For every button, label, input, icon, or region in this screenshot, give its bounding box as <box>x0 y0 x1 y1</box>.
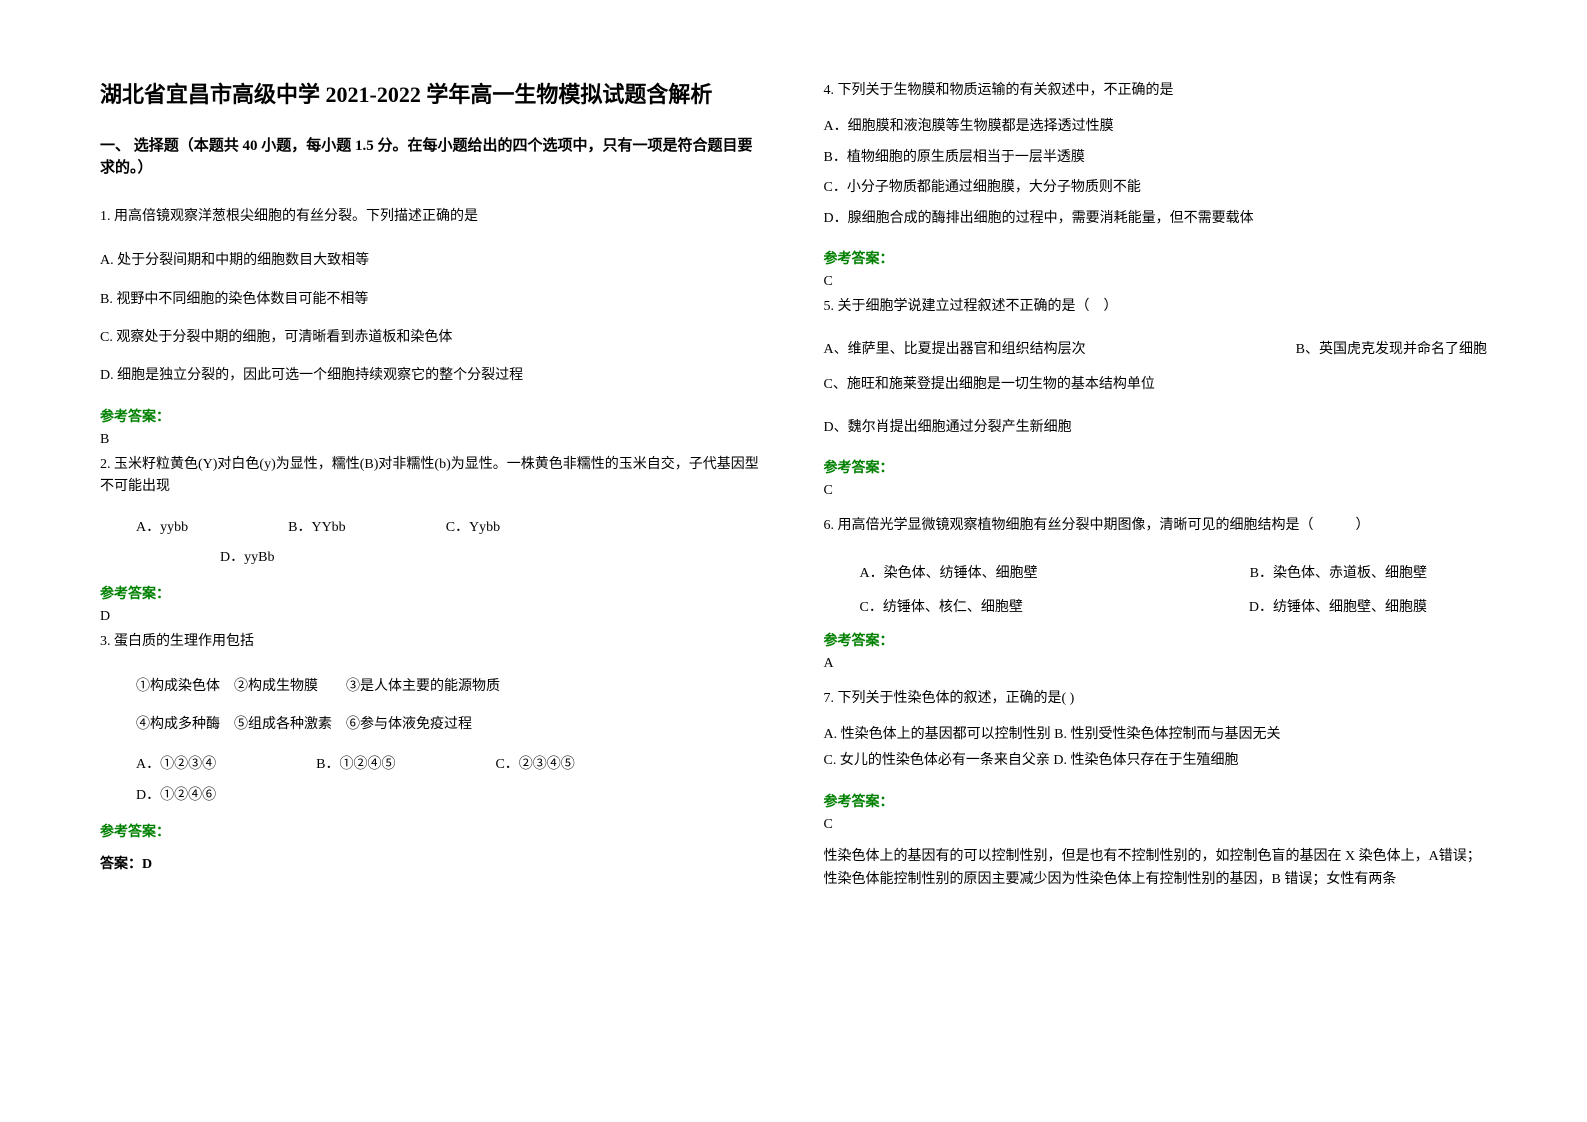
q2-answer-label: 参考答案： <box>100 583 764 603</box>
q7-answer: C <box>824 817 1488 833</box>
section-1-heading: 一、 选择题（本题共 40 小题，每小题 1.5 分。在每小题给出的四个选项中，… <box>100 135 764 180</box>
q7-explanation: 性染色体上的基因有的可以控制性别，但是也有不控制性别的，如控制色盲的基因在 X … <box>824 845 1488 893</box>
q3-options-row1: A．①②③④ B．①②④⑤ C．②③④⑤ <box>100 754 764 776</box>
q5-option-c: C、施旺和施莱登提出细胞是一切生物的基本结构单位 <box>824 374 1488 396</box>
q6-option-a: A．染色体、纺锤体、细胞壁 <box>860 562 1038 582</box>
q3-stem: 3. 蛋白质的生理作用包括 <box>100 631 764 653</box>
q2-option-c: C．Yybb <box>446 517 500 539</box>
q7-stem: 7. 下列关于性染色体的叙述，正确的是( ) <box>824 688 1488 710</box>
q5-option-a: A、维萨里、比夏提出器官和组织结构层次 <box>824 338 1086 358</box>
q1-answer-label: 参考答案： <box>100 406 764 426</box>
q6-row-ab: A．染色体、纺锤体、细胞壁 B．染色体、赤道板、细胞壁 <box>824 562 1488 582</box>
q4-option-a: A．细胞膜和液泡膜等生物膜都是选择透过性膜 <box>824 116 1488 138</box>
q6-answer-label: 参考答案： <box>824 630 1488 650</box>
q2-option-d: D．yyBb <box>220 547 274 569</box>
q3-answer: 答案：D <box>100 853 764 873</box>
q3-items-1: ①构成染色体 ②构成生物膜 ③是人体主要的能源物质 <box>100 676 764 698</box>
q3-option-a: A．①②③④ <box>136 754 216 776</box>
q3-option-d: D．①②④⑥ <box>136 785 216 807</box>
q3-items-2: ④构成多种酶 ⑤组成各种激素 ⑥参与体液免疫过程 <box>100 714 764 736</box>
q3-options-row2: D．①②④⑥ <box>100 785 764 807</box>
q2-option-a: A．yybb <box>136 517 188 539</box>
q1-option-b: B. 视野中不同细胞的染色体数目可能不相等 <box>100 289 764 311</box>
q3-answer-label: 参考答案： <box>100 821 764 841</box>
q6-row-cd: C．纺锤体、核仁、细胞壁 D．纺锤体、细胞壁、细胞膜 <box>824 596 1488 616</box>
right-column: 4. 下列关于生物膜和物质运输的有关叙述中，不正确的是 A．细胞膜和液泡膜等生物… <box>824 80 1488 1042</box>
q4-answer-label: 参考答案： <box>824 248 1488 268</box>
q2-stem: 2. 玉米籽粒黄色(Y)对白色(y)为显性，糯性(B)对非糯性(b)为显性。一株… <box>100 454 764 499</box>
q4-option-d: D．腺细胞合成的酶排出细胞的过程中，需要消耗能量，但不需要载体 <box>824 208 1488 230</box>
q1-option-c: C. 观察处于分裂中期的细胞，可清晰看到赤道板和染色体 <box>100 327 764 349</box>
q7-answer-label: 参考答案： <box>824 791 1488 811</box>
q6-answer: A <box>824 656 1488 672</box>
q2-options-row2: D．yyBb <box>100 547 764 569</box>
q2-options-row1: A．yybb B．YYbb C．Yybb <box>100 517 764 539</box>
q3-option-b: B．①②④⑤ <box>316 754 395 776</box>
q5-answer: C <box>824 483 1488 499</box>
q6-option-c: C．纺锤体、核仁、细胞壁 <box>860 596 1023 616</box>
q5-row-ab: A、维萨里、比夏提出器官和组织结构层次 B、英国虎克发现并命名了细胞 <box>824 338 1488 358</box>
q1-stem: 1. 用高倍镜观察洋葱根尖细胞的有丝分裂。下列描述正确的是 <box>100 206 764 228</box>
q1-option-d: D. 细胞是独立分裂的，因此可选一个细胞持续观察它的整个分裂过程 <box>100 365 764 387</box>
q7-option-cd: C. 女儿的性染色体必有一条来自父亲 D. 性染色体只存在于生殖细胞 <box>824 750 1488 772</box>
q4-option-c: C．小分子物质都能通过细胞膜，大分子物质则不能 <box>824 177 1488 199</box>
q7-option-ab: A. 性染色体上的基因都可以控制性别 B. 性别受性染色体控制而与基因无关 <box>824 724 1488 746</box>
document-title: 湖北省宜昌市高级中学 2021-2022 学年高一生物模拟试题含解析 <box>100 80 764 111</box>
q1-answer: B <box>100 432 764 448</box>
q6-option-b: B．染色体、赤道板、细胞壁 <box>1250 562 1427 582</box>
q5-option-b: B、英国虎克发现并命名了细胞 <box>1296 338 1487 358</box>
q4-option-b: B．植物细胞的原生质层相当于一层半透膜 <box>824 147 1488 169</box>
q5-stem: 5. 关于细胞学说建立过程叙述不正确的是（ ） <box>824 296 1488 318</box>
q5-option-d: D、魏尔肖提出细胞通过分裂产生新细胞 <box>824 417 1488 439</box>
q2-answer: D <box>100 609 764 625</box>
q2-option-b: B．YYbb <box>288 517 346 539</box>
q6-option-d: D．纺锤体、细胞壁、细胞膜 <box>1249 596 1427 616</box>
q5-answer-label: 参考答案： <box>824 457 1488 477</box>
q4-answer: C <box>824 274 1488 290</box>
q6-stem: 6. 用高倍光学显微镜观察植物细胞有丝分裂中期图像，清晰可见的细胞结构是（ ） <box>824 515 1488 537</box>
q3-option-c: C．②③④⑤ <box>495 754 574 776</box>
left-column: 湖北省宜昌市高级中学 2021-2022 学年高一生物模拟试题含解析 一、 选择… <box>100 80 764 1042</box>
q1-option-a: A. 处于分裂间期和中期的细胞数目大致相等 <box>100 250 764 272</box>
q4-stem: 4. 下列关于生物膜和物质运输的有关叙述中，不正确的是 <box>824 80 1488 102</box>
